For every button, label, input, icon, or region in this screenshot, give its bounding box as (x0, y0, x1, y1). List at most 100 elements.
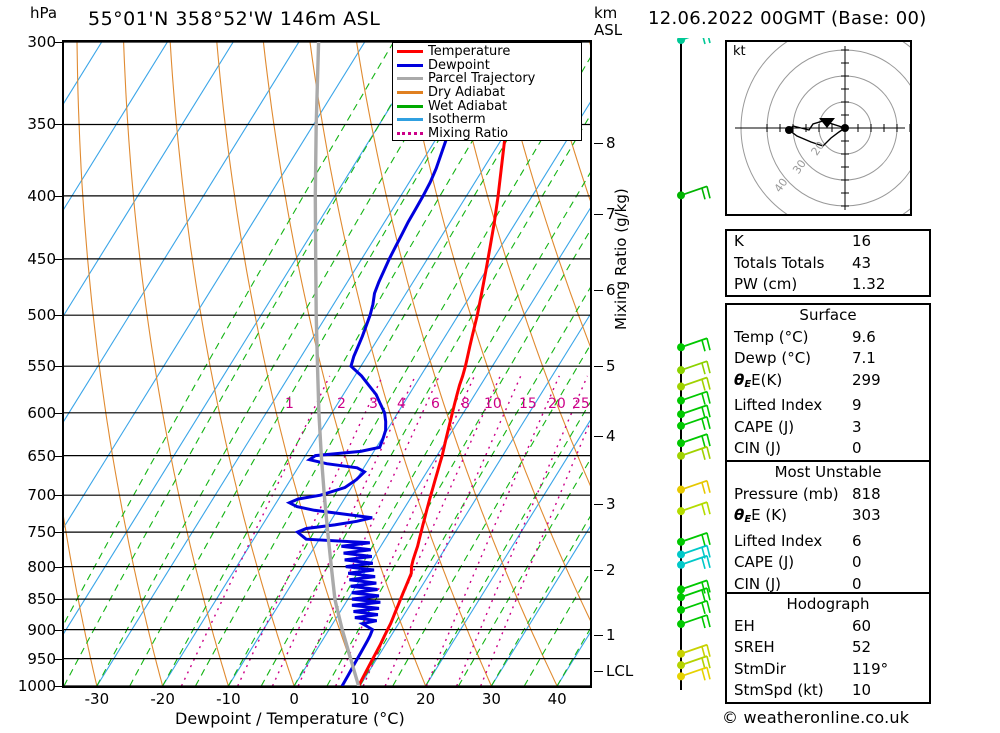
legend-item: Wet Adiabat (397, 99, 577, 113)
stat-row: θEE(K) 299 (727, 370, 929, 396)
mixing-ratio-value-label: 2 (337, 396, 346, 412)
copyright-notice: © weatheronline.co.uk (722, 708, 910, 727)
hodograph-stats-panel: Hodograph EH 60 SREH 52 StmDir 119° StmSpd (kt)… (725, 592, 931, 704)
wind-barb (677, 337, 711, 352)
height-tick-mark (594, 436, 603, 437)
pressure-tick-label: 650 (27, 446, 56, 465)
stat-value: 16 (852, 232, 872, 250)
stat-value: 1.32 (852, 275, 886, 293)
stat-value: 10 (852, 681, 872, 699)
stat-value: 43 (852, 253, 872, 272)
height-tick-mark (594, 143, 603, 144)
height-tick-mark (594, 570, 603, 571)
hodograph-ring-label: 30 (790, 157, 809, 176)
stat-row: StmSpd (kt) 10 (727, 680, 929, 702)
pressure-tick-mark (54, 412, 63, 414)
stat-value: 60 (852, 616, 872, 635)
stat-label: CIN (J) (734, 574, 782, 593)
stat-label: Totals Totals (734, 253, 825, 272)
stat-value: 818 (852, 484, 881, 503)
height-tick-mark (594, 214, 603, 215)
legend-color-swatch (397, 104, 423, 108)
stat-label: EH (734, 616, 755, 635)
wind-barb (677, 579, 711, 594)
pressure-tick-label: 450 (27, 249, 56, 268)
stat-row: θEE (K) 303 (727, 505, 929, 531)
stat-label: StmDir (734, 659, 786, 678)
x-axis-title: Dewpoint / Temperature (°C) (175, 709, 405, 728)
mixing-ratio-value-label: 4 (397, 396, 406, 412)
legend-item: Parcel Trajectory (397, 72, 577, 86)
legend-item-label: Dry Adiabat (428, 85, 505, 101)
legend-item-label: Dewpoint (428, 57, 490, 73)
chart-legend: Temperature Dewpoint Parcel Trajectory Dry … (392, 42, 582, 141)
pressure-tick-mark (54, 686, 63, 687)
mixing-ratio-value-label: 3 (369, 396, 378, 412)
pressure-tick-label: 850 (27, 590, 56, 609)
legend-color-swatch (397, 77, 423, 81)
stat-label: θEE(K) (734, 370, 783, 390)
height-tick-mark (594, 366, 603, 367)
height-tick-label: 1 (606, 626, 616, 644)
pressure-tick-label: 750 (27, 523, 56, 542)
hodograph-unit-label: kt (733, 44, 746, 59)
legend-item: Dry Adiabat (397, 86, 577, 100)
wind-barb (677, 531, 711, 547)
stat-label: Lifted Index (734, 531, 823, 550)
wind-barb (677, 38, 711, 45)
stat-value: 299 (852, 370, 881, 389)
wind-barb (677, 614, 711, 629)
stat-row: Temp (°C) 9.6 (727, 327, 929, 349)
wind-barb (677, 587, 711, 602)
pressure-tick-label: 300 (27, 33, 56, 51)
temperature-tick-label: 40 (547, 690, 567, 708)
stat-row: Lifted Index 9 (727, 395, 929, 417)
stat-row: SREH 52 (727, 637, 929, 659)
panel-title: Surface (799, 306, 857, 324)
stat-row: K 16 (727, 231, 929, 253)
wind-barb (677, 479, 711, 494)
skewt-canvas (64, 42, 590, 686)
stat-label: SREH (734, 638, 775, 656)
stat-label: Temp (°C) (734, 327, 809, 346)
height-tick-mark (594, 671, 603, 672)
stat-row: CIN (J) 0 (727, 574, 929, 596)
legend-item: Temperature (397, 45, 577, 59)
hodograph-panel: kt 20 30 40 (725, 23, 950, 233)
wind-barb (677, 376, 711, 391)
pressure-tick-mark (54, 315, 63, 317)
legend-color-swatch (397, 50, 423, 54)
height-tick-label: 6 (606, 281, 616, 299)
stat-label: StmSpd (kt) (734, 681, 824, 699)
stat-value: 6 (852, 531, 862, 550)
pressure-tick-label: 550 (27, 357, 56, 376)
stat-value: 3 (852, 417, 862, 436)
pressure-axis-unit-label: hPa (30, 4, 58, 22)
stat-row: Lifted Index 6 (727, 531, 929, 553)
pressure-tick-mark (54, 42, 63, 43)
height-tick-label: 2 (606, 561, 616, 579)
pressure-tick-mark (54, 566, 63, 568)
wind-barb (677, 390, 711, 405)
stat-label: Lifted Index (734, 396, 823, 414)
mixing-ratio-value-label: 10 (484, 396, 502, 412)
wind-barb (677, 554, 711, 569)
height-tick-label: 3 (606, 495, 616, 513)
legend-color-swatch (397, 63, 423, 67)
legend-color-swatch (397, 131, 423, 135)
stat-row: CAPE (J) 0 (727, 552, 929, 574)
wind-barb (677, 643, 711, 658)
stat-value: 0 (852, 439, 862, 457)
stat-row: Dewp (°C) 7.1 (727, 348, 929, 370)
stat-value: 9.6 (852, 327, 876, 346)
pressure-tick-mark (54, 658, 63, 660)
mixing-ratio-value-label: 20 (548, 396, 566, 412)
page-title: 55°01'N 358°52'W 146m ASL (88, 8, 381, 30)
wind-barb (677, 360, 711, 375)
pressure-tick-mark (54, 366, 63, 368)
most-unstable-parcel-panel: Most Unstable Pressure (mb) 818 θEE (K) 303 L… (725, 460, 931, 595)
pressure-tick-label: 950 (27, 649, 56, 668)
height-tick-label: 8 (606, 134, 616, 152)
pressure-tick-mark (54, 629, 63, 631)
